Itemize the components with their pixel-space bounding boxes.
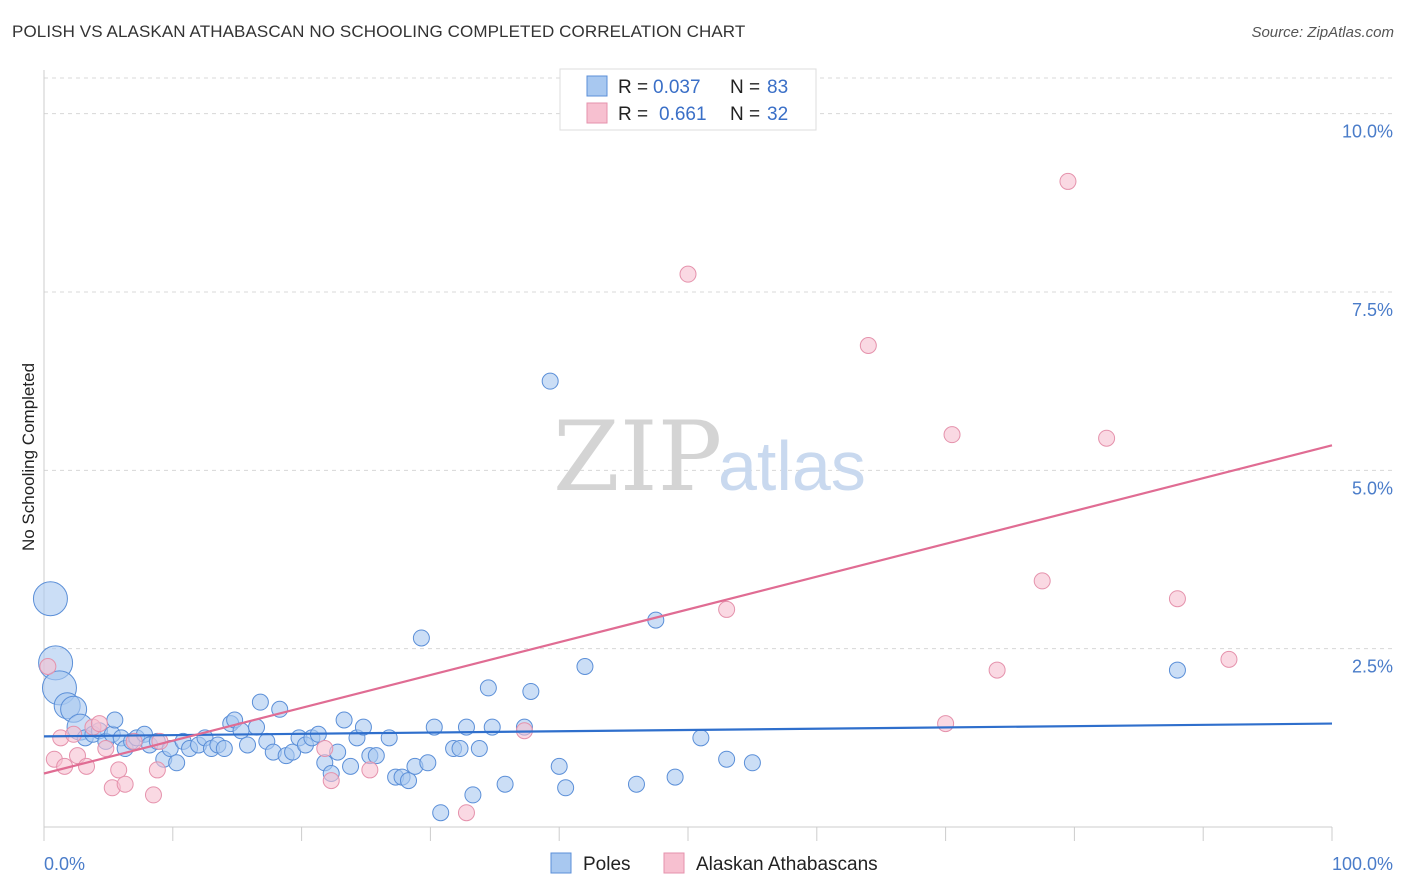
poles-point-58 (412, 629, 430, 647)
alaskan-point-15 (148, 761, 166, 779)
alaskan-point-9 (97, 740, 115, 758)
series-alaskan-points (39, 172, 1238, 822)
bottom-legend-label-alaskan: Alaskan Athabascans (696, 854, 878, 875)
poles-point-32 (239, 736, 257, 754)
alaskan-point-19 (361, 761, 379, 779)
poles-point-59 (419, 754, 437, 772)
poles-point-81 (743, 754, 761, 772)
legend-n-label-alaskan: N = (730, 104, 760, 125)
poles-point-80 (718, 750, 736, 768)
alaskan-point-24 (859, 337, 877, 354)
x-minor-ticks (43, 827, 1333, 841)
poles-point-34 (251, 693, 269, 711)
alaskan-point-25 (937, 715, 955, 733)
poles-point-78 (666, 768, 684, 786)
poles-point-71 (522, 682, 540, 700)
x-tick-label-max: 100.0% (1332, 854, 1393, 874)
trend-lines (43, 444, 1333, 775)
poles-point-60 (425, 718, 443, 736)
watermark-zip: ZIP (553, 401, 722, 513)
bottom-legend-swatch-poles (550, 852, 572, 874)
alaskan-point-17 (316, 740, 334, 758)
chart-title: POLISH VS ALASKAN ATHABASCAN NO SCHOOLIN… (12, 22, 746, 41)
y-tick-label-0: 2.5% (1352, 657, 1393, 677)
y-axis-label: No Schooling Completed (19, 363, 38, 551)
poles-point-66 (470, 740, 488, 758)
alaskan-point-31 (1168, 590, 1186, 608)
gridlines (44, 77, 1392, 650)
poles-point-56 (400, 772, 418, 790)
bottom-legend: Poles Alaskan Athabascans (550, 852, 878, 875)
legend-box: R = 0.037 N = 83 R = 0.661 N = 32 (559, 68, 817, 131)
y-tick-label-3: 10.0% (1342, 122, 1393, 142)
alaskan-point-27 (988, 661, 1006, 679)
legend-swatch-alaskan (586, 102, 608, 124)
x-tick-label-min: 0.0% (44, 854, 85, 874)
poles-point-47 (335, 711, 353, 729)
alaskan-point-11 (110, 761, 128, 779)
alaskan-trend-line (43, 444, 1333, 775)
legend-r-value-alaskan: 0.661 (659, 104, 707, 125)
alaskan-point-14 (144, 786, 162, 804)
legend-r-label-poles: R = (618, 77, 648, 98)
poles-point-39 (284, 743, 302, 761)
poles-point-65 (464, 786, 482, 804)
legend-swatch-poles (586, 75, 608, 97)
poles-point-48 (342, 757, 360, 775)
poles-point-75 (576, 658, 594, 675)
poles-point-79 (692, 729, 710, 747)
poles-point-63 (451, 740, 469, 758)
alaskan-point-30 (1098, 429, 1116, 447)
alaskan-point-8 (90, 715, 108, 733)
alaskan-point-26 (943, 426, 961, 444)
y-tick-label-1: 5.0% (1352, 478, 1393, 498)
poles-point-76 (627, 775, 645, 793)
poles-point-69 (496, 775, 514, 793)
legend-n-label-poles: N = (730, 77, 760, 98)
alaskan-point-4 (65, 725, 83, 743)
bottom-legend-label-poles: Poles (583, 854, 631, 875)
poles-point-82 (1168, 661, 1186, 679)
poles-point-67 (479, 679, 497, 697)
alaskan-point-32 (1220, 650, 1238, 668)
legend-n-value-poles: 83 (767, 77, 788, 98)
poles-point-0 (32, 581, 68, 617)
watermark: ZIP atlas (553, 401, 866, 513)
poles-point-11 (106, 711, 124, 729)
poles-trend-line (43, 722, 1333, 738)
poles-point-28 (215, 740, 233, 758)
alaskan-point-22 (679, 265, 697, 283)
alaskan-point-20 (457, 804, 475, 822)
alaskan-point-18 (322, 772, 340, 790)
legend-r-label-alaskan: R = (618, 104, 648, 125)
alaskan-point-0 (39, 658, 57, 675)
alaskan-point-28 (1033, 572, 1051, 590)
y-tick-label-2: 7.5% (1352, 300, 1393, 320)
poles-point-21 (168, 754, 186, 772)
poles-point-72 (541, 372, 559, 390)
alaskan-point-12 (116, 775, 134, 793)
legend-n-value-alaskan: 32 (767, 104, 788, 125)
watermark-atlas: atlas (718, 427, 866, 505)
poles-point-52 (367, 747, 385, 765)
poles-point-73 (550, 757, 568, 775)
alaskan-point-23 (718, 600, 736, 618)
source-credit: Source: ZipAtlas.com (1251, 24, 1394, 41)
poles-point-50 (354, 718, 372, 736)
legend-r-value-poles: 0.037 (653, 77, 701, 98)
y-tick-labels: 2.5% 5.0% 7.5% 10.0% (1342, 122, 1393, 677)
poles-point-74 (557, 779, 575, 797)
bottom-legend-swatch-alaskan (663, 852, 685, 874)
poles-point-61 (432, 804, 450, 822)
alaskan-point-29 (1059, 172, 1077, 190)
